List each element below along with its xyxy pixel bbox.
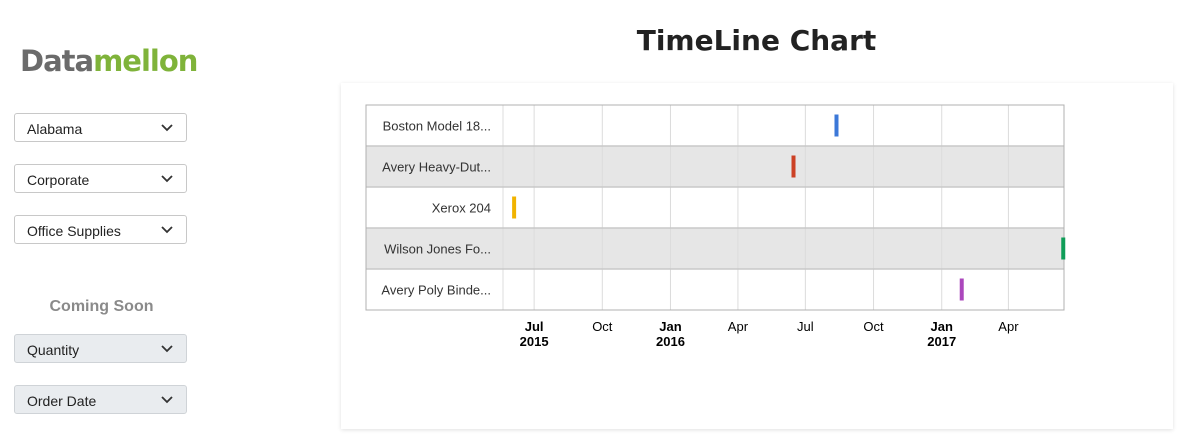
- chart-title: TimeLine Chart: [636, 24, 877, 57]
- row-label: Avery Poly Binde...: [381, 283, 491, 298]
- state-dropdown[interactable]: Alabama: [14, 113, 187, 142]
- x-tick-year-label: 2015: [520, 334, 549, 349]
- order-date-dropdown-label: Order Date: [27, 393, 97, 409]
- order-date-dropdown[interactable]: Order Date: [14, 385, 187, 414]
- row-label: Wilson Jones Fo...: [384, 242, 491, 257]
- timeline-bar: [512, 196, 517, 219]
- x-tick-label: Oct: [592, 319, 613, 334]
- timeline-chart: Boston Model 18... Avery Heavy-Dut... Xero…: [365, 104, 1066, 349]
- x-tick-year-label: 2017: [927, 334, 956, 349]
- chevron-down-icon: [161, 226, 173, 234]
- row-background: [366, 105, 1064, 146]
- x-tick-label: Apr: [728, 319, 749, 334]
- row-background: [366, 187, 1064, 228]
- datamellon-logo: Datamellon: [20, 44, 198, 78]
- timeline-bar: [1061, 237, 1066, 260]
- segment-dropdown-label: Corporate: [27, 172, 90, 188]
- row-label: Boston Model 18...: [383, 119, 491, 134]
- x-tick-label: Jul: [525, 319, 544, 334]
- quantity-dropdown[interactable]: Quantity: [14, 334, 187, 363]
- sidebar: Datamellon Alabama Corporate Office Supp…: [0, 0, 205, 447]
- coming-soon-heading: Coming Soon: [49, 298, 154, 315]
- category-dropdown[interactable]: Office Supplies: [14, 215, 187, 244]
- x-tick-label: Jul: [797, 319, 814, 334]
- row-background: [366, 269, 1064, 310]
- logo-text-part1: Data: [20, 44, 94, 78]
- row-label: Xerox 204: [432, 201, 491, 216]
- timeline-bar: [959, 278, 964, 301]
- chevron-down-icon: [161, 124, 173, 132]
- x-tick-label: Jan: [931, 319, 953, 334]
- category-dropdown-label: Office Supplies: [27, 223, 121, 239]
- chart-card: Boston Model 18... Avery Heavy-Dut... Xero…: [341, 83, 1173, 429]
- chevron-down-icon: [161, 175, 173, 183]
- x-tick-year-label: 2016: [656, 334, 685, 349]
- x-tick-label: Oct: [863, 319, 884, 334]
- chart-border: [365, 104, 1065, 311]
- x-tick-label: Jan: [659, 319, 681, 334]
- timeline-bar: [834, 114, 839, 137]
- row-background: [366, 146, 1064, 187]
- timeline-bar: [791, 155, 796, 178]
- row-label: Avery Heavy-Dut...: [382, 160, 491, 175]
- chevron-down-icon: [161, 396, 173, 404]
- x-tick-label: Apr: [998, 319, 1019, 334]
- chevron-down-icon: [161, 345, 173, 353]
- logo-text-part2: mellon: [93, 44, 198, 78]
- state-dropdown-label: Alabama: [27, 121, 83, 137]
- row-background: [366, 228, 1064, 269]
- segment-dropdown[interactable]: Corporate: [14, 164, 187, 193]
- quantity-dropdown-label: Quantity: [27, 342, 80, 358]
